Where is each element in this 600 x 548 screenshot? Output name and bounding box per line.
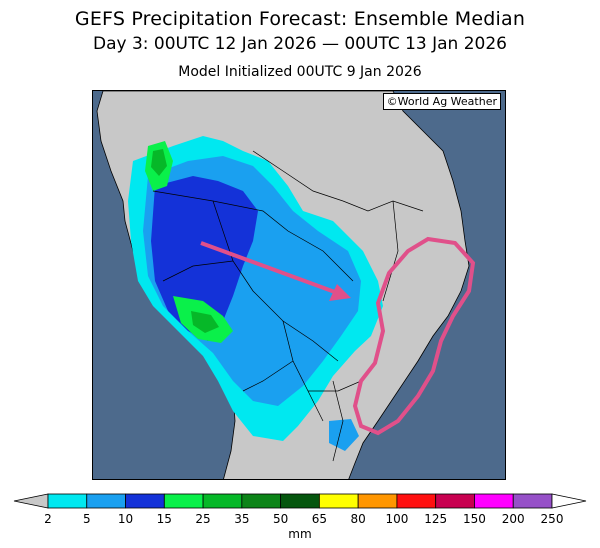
colorbar-segment [163, 493, 204, 509]
colorbar-segment [512, 493, 553, 509]
colorbar-tick-label: 200 [501, 512, 525, 526]
colorbar-segment [357, 493, 398, 509]
precip-25mm-colombia [151, 149, 167, 176]
colorbar-tick-label: 100 [385, 512, 409, 526]
annotation-highlight-region [352, 236, 476, 436]
units-label: mm [288, 527, 312, 541]
colorbar-segment [47, 493, 88, 509]
colorbar-segment [435, 493, 475, 509]
colorbar-tick-label: 150 [463, 512, 486, 526]
map-canvas [93, 91, 505, 479]
colorbar-tick-label: 125 [424, 512, 448, 526]
colorbar-over-arrow [551, 493, 587, 509]
colorbar-tick-label: 50 [272, 512, 289, 526]
colorbar-tick-label: 80 [350, 512, 366, 526]
precipitation-map: ©World Ag Weather [92, 90, 506, 480]
map-title: GEFS Precipitation Forecast: Ensemble Me… [74, 8, 526, 30]
colorbar-segment [125, 493, 165, 509]
colorbar [13, 493, 587, 509]
colorbar-segment [202, 493, 243, 509]
colorbar-tick-label: 10 [117, 512, 134, 526]
colorbar-segment [318, 493, 359, 509]
precip-25mm [191, 311, 219, 333]
colorbar-tick-label: 5 [82, 512, 91, 526]
colorbar-tick-label: 35 [234, 512, 250, 526]
country-borders [152, 150, 424, 462]
credit-label: ©World Ag Weather [382, 93, 501, 110]
colorbar-segment [86, 493, 126, 509]
colorbar-segment [396, 493, 437, 509]
annotation-arrow [200, 241, 351, 301]
colorbar-tick-label: 15 [156, 512, 172, 526]
colorbar-tick-label: 25 [195, 512, 211, 526]
colorbar-tick-label: 250 [540, 512, 564, 526]
precip-south-blue [329, 419, 359, 451]
colorbar-tick-label: 65 [311, 512, 328, 526]
colorbar-under-arrow [13, 493, 49, 509]
model-initialized-label: Model Initialized 00UTC 9 Jan 2026 [178, 64, 422, 80]
map-subtitle: Day 3: 00UTC 12 Jan 2026 — 00UTC 13 Jan … [92, 34, 508, 54]
colorbar-segment [241, 493, 282, 509]
colorbar-tick-label: 2 [44, 512, 52, 526]
colorbar-segment [280, 493, 320, 509]
colorbar-segment [474, 493, 514, 509]
